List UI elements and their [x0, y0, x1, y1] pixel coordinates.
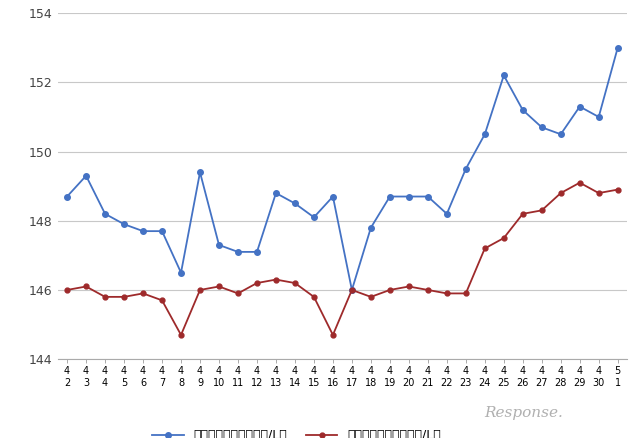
ハイオク実売価格（円/L） — [140, 291, 147, 296]
ハイオク実売価格（円/L） — [215, 284, 223, 289]
ハイオク看板価格（円/L） — [500, 73, 508, 78]
ハイオク実売価格（円/L） — [63, 287, 71, 293]
ハイオク看板価格（円/L） — [367, 225, 375, 230]
ハイオク看板価格（円/L） — [234, 249, 242, 254]
ハイオク実売価格（円/L） — [329, 332, 337, 338]
ハイオク実売価格（円/L） — [120, 294, 128, 300]
ハイオク看板価格（円/L） — [519, 107, 527, 113]
ハイオク看板価格（円/L） — [310, 215, 318, 220]
ハイオク看板価格（円/L） — [614, 45, 621, 50]
ハイオク看板価格（円/L） — [82, 173, 90, 178]
ハイオク看板価格（円/L） — [405, 194, 413, 199]
ハイオク看板価格（円/L） — [481, 132, 489, 137]
ハイオク実売価格（円/L） — [196, 287, 204, 293]
ハイオク実売価格（円/L） — [481, 246, 489, 251]
ハイオク看板価格（円/L） — [538, 125, 545, 130]
ハイオク看板価格（円/L） — [443, 211, 451, 216]
ハイオク実売価格（円/L） — [386, 287, 394, 293]
ハイオク実売価格（円/L） — [576, 180, 584, 185]
ハイオク実売価格（円/L） — [272, 277, 280, 282]
ハイオク看板価格（円/L） — [386, 194, 394, 199]
ハイオク実売価格（円/L） — [82, 284, 90, 289]
ハイオク実売価格（円/L） — [101, 294, 109, 300]
Legend: ハイオク看板価格（円/L）, ハイオク実売価格（円/L）: ハイオク看板価格（円/L）, ハイオク実売価格（円/L） — [147, 424, 446, 438]
ハイオク看板価格（円/L） — [348, 287, 356, 293]
ハイオク看板価格（円/L） — [329, 194, 337, 199]
ハイオク実売価格（円/L） — [595, 191, 603, 196]
ハイオク実売価格（円/L） — [500, 235, 508, 240]
ハイオク実売価格（円/L） — [253, 280, 261, 286]
ハイオク看板価格（円/L） — [595, 114, 603, 120]
ハイオク看板価格（円/L） — [291, 201, 299, 206]
ハイオク実売価格（円/L） — [405, 284, 413, 289]
ハイオク看板価格（円/L） — [158, 229, 166, 234]
ハイオク看板価格（円/L） — [120, 222, 128, 227]
ハイオク看板価格（円/L） — [196, 170, 204, 175]
ハイオク実売価格（円/L） — [462, 291, 470, 296]
ハイオク看板価格（円/L） — [272, 191, 280, 196]
ハイオク実売価格（円/L） — [348, 287, 356, 293]
ハイオク実売価格（円/L） — [158, 298, 166, 303]
ハイオク実売価格（円/L） — [614, 187, 621, 192]
ハイオク看板価格（円/L） — [101, 211, 109, 216]
ハイオク実売価格（円/L） — [310, 294, 318, 300]
ハイオク実売価格（円/L） — [557, 191, 564, 196]
ハイオク看板価格（円/L） — [215, 242, 223, 247]
ハイオク実売価格（円/L） — [367, 294, 375, 300]
ハイオク実売価格（円/L） — [424, 287, 432, 293]
ハイオク看板価格（円/L） — [177, 270, 185, 276]
ハイオク実売価格（円/L） — [177, 332, 185, 338]
Line: ハイオク実売価格（円/L）: ハイオク実売価格（円/L） — [65, 180, 620, 337]
ハイオク実売価格（円/L） — [519, 211, 527, 216]
ハイオク実売価格（円/L） — [234, 291, 242, 296]
ハイオク実売価格（円/L） — [443, 291, 451, 296]
ハイオク実売価格（円/L） — [538, 208, 545, 213]
Line: ハイオク看板価格（円/L）: ハイオク看板価格（円/L） — [64, 45, 621, 293]
ハイオク看板価格（円/L） — [462, 166, 470, 172]
ハイオク実売価格（円/L） — [291, 280, 299, 286]
ハイオク看板価格（円/L） — [557, 132, 564, 137]
ハイオク看板価格（円/L） — [63, 194, 71, 199]
Text: Response.: Response. — [484, 406, 563, 420]
ハイオク看板価格（円/L） — [253, 249, 261, 254]
ハイオク看板価格（円/L） — [424, 194, 432, 199]
ハイオク看板価格（円/L） — [576, 104, 584, 109]
ハイオク看板価格（円/L） — [140, 229, 147, 234]
